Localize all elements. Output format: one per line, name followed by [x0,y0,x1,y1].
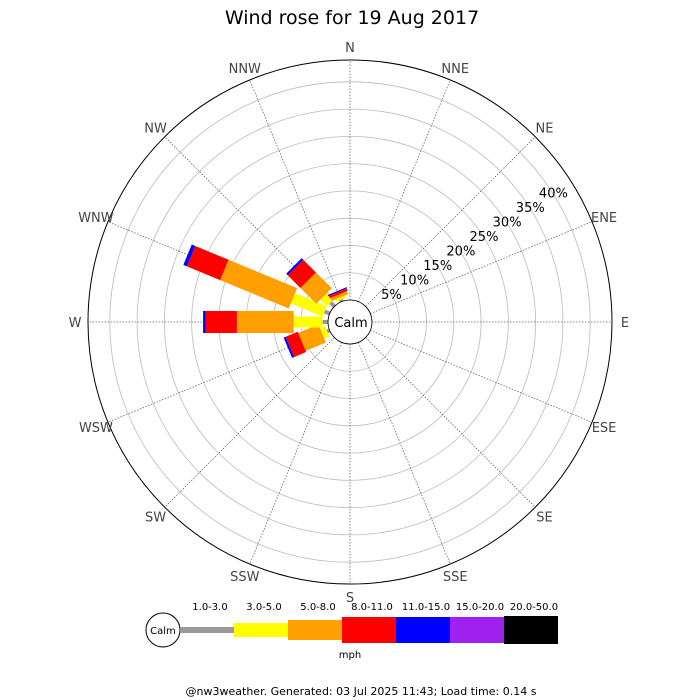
bar-wnw-11.0-15.0 [183,244,196,267]
spoke-sse [358,342,451,565]
bar-nnw-3.0-5.0 [334,295,346,302]
percent-label: 5% [381,288,402,303]
legend-swatch-15.0-20.0 [450,617,504,643]
footer-text: @nw3weather. Generated: 03 Jul 2025 11:4… [186,685,537,698]
legend-swatch-11.0-15.0 [396,617,450,643]
grid-ring [136,108,564,536]
legend-swatch-3.0-5.0 [234,623,288,637]
legend-swatch-8.0-11.0 [342,617,396,643]
bar-wsw-11.0-15.0 [283,336,295,358]
percent-label: 40% [539,187,568,202]
speed-legend: Calm 1.0-3.0 3.0-5.0 5.0-8.0 8.0-11.0 11.0-15… [145,602,558,648]
grid-ring [163,135,537,509]
bar-wnw-1.0-3.0 [323,309,331,316]
percent-label: 30% [493,216,522,231]
legend-label: 8.0-11.0 [351,602,393,613]
legend-label: 1.0-3.0 [192,602,227,613]
grid-ring [109,81,591,563]
bar-wnw-3.0-5.0 [290,293,327,317]
percent-label: 25% [470,230,499,245]
spoke-nne [358,79,451,302]
bar-wnw-5.0-8.0 [220,259,298,309]
direction-label-ssw: SSW [230,570,260,585]
direction-label-nne: NNE [441,62,469,77]
spoke-nnw [249,79,342,302]
direction-label-wnw: WNW [78,211,114,226]
spoke-ssw [249,342,342,565]
direction-label-nnw: NNW [229,62,261,77]
legend-label: 3.0-5.0 [246,602,281,613]
spoke-ne [365,136,536,307]
chart-title: Wind rose for 19 Aug 2017 [225,7,479,29]
calm-circle: Calm [327,299,373,345]
bar-nw-11.0-15.0 [286,258,304,276]
direction-label-s: S [346,591,354,606]
bar-nw-5.0-8.0 [300,272,332,304]
legend-label: 20.0-50.0 [510,602,558,613]
legend-label: 15.0-20.0 [456,602,504,613]
direction-label-n: N [345,41,355,56]
direction-label-ne: NE [535,122,553,137]
bar-nw-8.0-11.0 [287,259,316,288]
spoke-se [365,337,536,508]
percent-label: 15% [423,259,452,274]
legend-label: 11.0-15.0 [402,602,450,613]
wind-bars [183,244,349,358]
bar-nnw-5.0-8.0 [330,291,349,302]
bar-wsw-3.0-5.0 [320,326,330,339]
bar-nw-3.0-5.0 [320,292,335,307]
direction-label-wsw: WSW [79,421,113,436]
calm-center [327,299,373,345]
spoke-ese [370,330,593,423]
legend-swatch-5.0-8.0 [288,620,342,640]
legend-label: 5.0-8.0 [300,602,335,613]
direction-label-w: W [69,316,82,331]
direction-label-e: E [621,316,629,331]
direction-label-sse: SSE [443,570,468,585]
bar-nw-1.0-3.0 [329,301,336,308]
outer-ring [87,59,613,585]
percent-label: 35% [516,201,545,216]
legend-calm-label: Calm [150,626,176,637]
direction-label-ene: ENE [591,211,617,226]
bar-nnw-8.0-11.0 [328,288,348,299]
bar-wnw-8.0-11.0 [186,246,229,281]
direction-label-sw: SW [145,510,166,525]
bar-wsw-5.0-8.0 [298,324,326,351]
bar-wsw-1.0-3.0 [326,328,331,334]
percent-label: 20% [446,244,475,259]
direction-labels: N NNE NE ENE E ESE SE SSE S SSW SW WSW W WNW NW NNW [69,41,630,606]
bar-wsw-8.0-11.0 [285,331,307,358]
direction-label-nw: NW [144,122,167,137]
legend-swatch-1.0-3.0 [180,627,234,633]
direction-label-se: SE [536,510,552,525]
direction-label-ese: ESE [592,421,617,436]
percent-label: 10% [400,273,429,288]
legend-swatch-20.0-50.0 [504,616,558,644]
spoke-sw [164,337,335,508]
percent-labels: 5%10%15%20%25%30%35%40% [381,187,568,303]
spoke-ene [370,221,593,314]
calm-label: Calm [334,316,367,331]
unit-label: mph [339,650,361,661]
